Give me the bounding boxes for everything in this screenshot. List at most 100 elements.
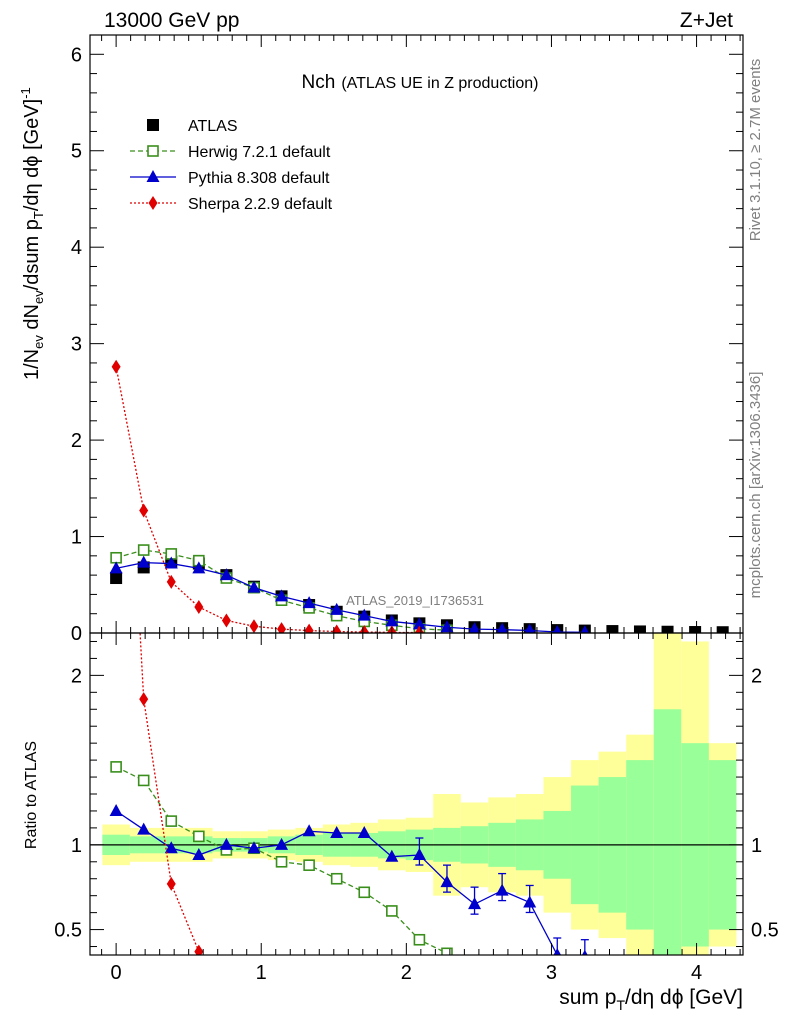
ratio-point-open-square [441,947,453,955]
data-point-diamond [221,613,231,628]
y-tick-label: 5 [71,141,82,163]
data-point-triangle [357,608,371,621]
y-tick-label: 4 [71,237,82,259]
ratio-point-triangle [495,883,509,896]
data-point-triangle [109,561,123,574]
ratio-point-triangle [192,848,206,861]
data-point-square [716,626,729,633]
data-point-diamond [249,619,259,633]
data-point-square [633,625,646,633]
ratio-point-triangle [385,849,399,862]
band-inner [653,709,682,955]
ratio-line-diamond [139,633,200,952]
legend-marker [146,170,160,182]
ratio-point-diamond [112,187,121,201]
ratio-point-triangle [412,848,426,861]
data-point-square [606,625,619,633]
data-point-triangle [247,580,261,593]
data-point-diamond [111,359,121,374]
data-point-diamond [139,503,149,518]
data-point-triangle [219,568,233,581]
ratio-point-triangle [553,948,562,955]
legend-label: Herwig 7.2.1 default [188,144,331,161]
data-point-triangle [164,556,178,569]
ratio-tick-label-left: 0.5 [54,920,82,942]
ratio-tick-label-right: 0.5 [751,920,779,942]
data-point-triangle [524,623,535,633]
mcplots-label: mcplots.cern.ch [arXiv:1306.3436] [747,372,764,599]
data-point-triangle [302,596,316,609]
data-point-triangle [552,625,562,633]
ratio-point-open-square [358,886,371,899]
legend-label: Sherpa 2.2.9 default [188,196,333,213]
x-axis-label: sum pT/dη dϕ [GeV] [559,986,743,1013]
ratio-point-open-square [303,859,315,871]
ratio-point-open-square [330,872,343,885]
y-tick-label: 3 [71,334,82,356]
ratio-axis-label: Ratio to ATLAS [23,741,40,849]
ratio-point-open-square [275,855,288,868]
plot-title: Nch (ATLAS UE in Z production) [302,72,539,93]
legend-marker [147,119,159,131]
ratio-point-diamond [194,944,204,955]
data-point-triangle [412,617,426,630]
ratio-point-triangle [523,895,537,908]
data-point-triangle [192,561,206,574]
data-point-diamond [414,625,424,633]
ratio-point-triangle [440,875,454,888]
series-line-triangle [115,561,585,633]
ratio-point-triangle [109,803,123,816]
y-tick-label: 1 [71,527,82,549]
x-tick-label: 1 [256,962,267,984]
ratio-point-triangle [137,822,151,835]
data-point-open-square [110,551,122,564]
ratio-point-triangle [357,825,371,838]
legend-label: Pythia 8.308 default [188,170,330,187]
ratio-point-triangle [275,837,289,850]
data-point-triangle [275,589,289,602]
header-right: Z+Jet [680,9,733,32]
ratio-point-open-square [413,933,426,946]
ratio-point-triangle [302,824,316,837]
x-tick-label: 0 [111,962,122,984]
ratio-tick-label-left: 2 [71,665,82,687]
data-point-diamond [359,625,369,633]
x-tick-label: 3 [546,962,557,984]
ratio-tick-label-right: 2 [751,665,762,687]
ratio-point-open-square [193,830,205,843]
legend-label: ATLAS [188,118,238,135]
y-axis-label: 1/Nev dNev/dsum pT/dη dϕ [GeV]-1 [18,87,46,380]
series-line-diamond [115,366,420,633]
data-point-triangle [385,614,399,627]
ratio-point-open-square [110,761,122,773]
data-point-diamond [304,623,314,633]
ratio-panel [90,187,743,955]
data-point-diamond [166,574,176,589]
ratio-point-triangle [219,837,233,850]
ratio-tick-label-left: 1 [71,835,82,857]
data-point-diamond [277,622,287,633]
data-point-diamond [332,624,342,633]
ratio-point-diamond [139,692,149,707]
ratio-point-triangle [247,841,261,854]
y-tick-label: 0 [71,623,82,645]
data-point-triangle [580,625,590,633]
analysis-watermark: ATLAS_2019_I1736531 [346,593,484,608]
ratio-point-triangle [330,825,344,838]
data-point-triangle [330,602,344,615]
y-tick-label: 6 [71,44,82,66]
header-left: 13000 GeV pp [104,9,239,32]
ratio-point-open-square [137,774,150,787]
axes-frames: 0 1 2 3 4 0 1 2 3 4 5 6 0.5 0.5 1 1 2 2 [54,34,779,984]
data-point-triangle [468,622,481,633]
data-point-square [110,572,123,585]
x-tick-label: 4 [691,962,702,984]
rivet-label: Rivet 3.1.10, ≥ 2.7M events [747,59,764,242]
legend-marker [147,145,159,157]
y-tick-label: 2 [71,430,82,452]
legend: ATLAS Herwig 7.2.1 default Pythia 8.308 de… [130,118,333,213]
data-point-open-square [137,544,150,556]
ratio-point-triangle [164,841,178,854]
ratio-tick-label-right: 1 [751,835,762,857]
